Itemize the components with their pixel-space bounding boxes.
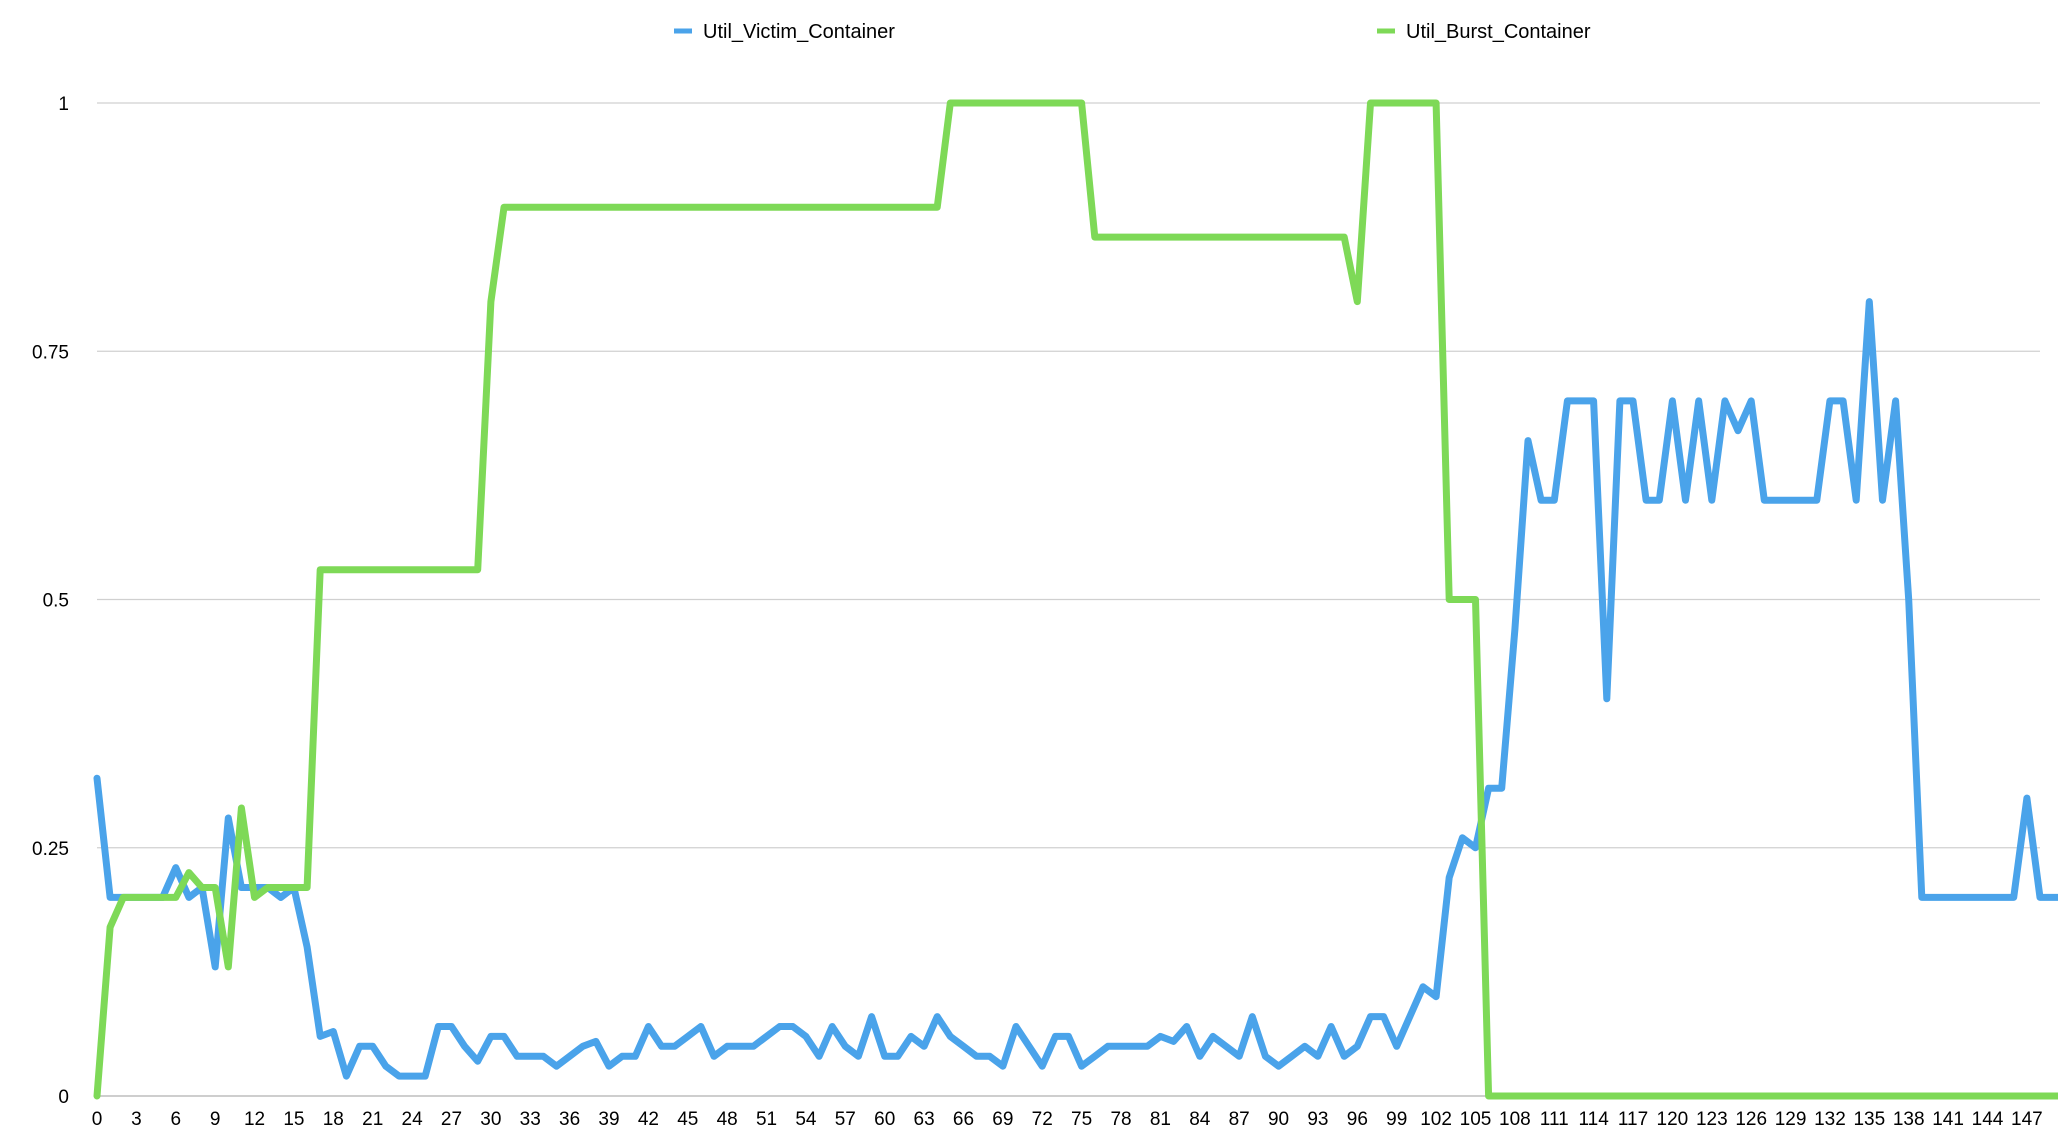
x-tick-label: 60 (874, 1109, 895, 1130)
series-line-victim (93, 298, 2058, 1080)
x-tick-label: 24 (402, 1109, 424, 1130)
x-tick-label: 57 (835, 1109, 856, 1130)
x-tick-label: 87 (1229, 1109, 1250, 1130)
x-tick-label: 108 (1499, 1109, 1531, 1130)
legend-item-victim[interactable]: Util_Victim_Container (674, 21, 895, 43)
x-tick-label: 36 (559, 1109, 580, 1130)
x-tick-label: 30 (480, 1109, 501, 1130)
x-tick-label: 15 (283, 1109, 304, 1130)
x-tick-label: 69 (992, 1109, 1013, 1130)
x-tick-label: 81 (1150, 1109, 1171, 1130)
legend-item-burst[interactable]: Util_Burst_Container (1377, 21, 1591, 43)
x-tick-label: 123 (1696, 1109, 1728, 1130)
x-tick-label: 138 (1893, 1109, 1925, 1130)
series-line-burst (93, 99, 2058, 1100)
x-tick-label: 66 (953, 1109, 974, 1130)
x-tick-label: 135 (1853, 1109, 1885, 1130)
x-tick-label: 132 (1814, 1109, 1846, 1130)
x-tick-label: 126 (1735, 1109, 1767, 1130)
x-tick-label: 6 (170, 1109, 181, 1130)
legend-label-burst: Util_Burst_Container (1406, 21, 1591, 43)
x-tick-label: 33 (520, 1109, 541, 1130)
x-tick-label: 99 (1386, 1109, 1407, 1130)
legend: Util_Victim_Container Util_Burst_Contain… (674, 21, 1591, 43)
series-lines (93, 99, 2058, 1100)
x-tick-label: 42 (638, 1109, 659, 1130)
x-tick-label: 114 (1578, 1109, 1609, 1130)
x-tick-label: 147 (2011, 1109, 2043, 1130)
gridlines (97, 102, 2040, 1097)
x-tick-label: 21 (362, 1109, 383, 1130)
x-tick-label: 141 (1932, 1109, 1964, 1130)
y-axis-ticks: 0 0.25 0.5 0.75 1 (32, 94, 69, 1108)
x-tick-label: 72 (1032, 1109, 1053, 1130)
x-axis-ticks: 0 3 6 9 12 15 18 21 24 27 30 33 36 39 42 45 48 51 54 57 60 63… (92, 1109, 2043, 1130)
x-tick-label: 3 (131, 1109, 142, 1130)
x-tick-label: 18 (323, 1109, 344, 1130)
legend-label-victim: Util_Victim_Container (703, 21, 895, 43)
x-tick-label: 54 (795, 1109, 817, 1130)
x-tick-label: 12 (244, 1109, 265, 1130)
y-tick-label: 0.75 (32, 342, 69, 363)
x-tick-label: 105 (1460, 1109, 1492, 1130)
y-tick-label: 0.25 (32, 839, 69, 860)
x-tick-label: 144 (1972, 1109, 2004, 1130)
x-tick-label: 111 (1540, 1109, 1569, 1130)
y-tick-label: 0 (58, 1087, 69, 1108)
x-tick-label: 120 (1657, 1109, 1689, 1130)
x-tick-label: 45 (677, 1109, 698, 1130)
x-tick-label: 90 (1268, 1109, 1289, 1130)
x-tick-label: 78 (1110, 1109, 1131, 1130)
y-tick-label: 1 (58, 94, 69, 115)
x-tick-label: 48 (717, 1109, 738, 1130)
x-tick-label: 51 (756, 1109, 777, 1130)
x-tick-label: 93 (1307, 1109, 1328, 1130)
x-tick-label: 27 (441, 1109, 462, 1130)
x-tick-label: 39 (598, 1109, 619, 1130)
x-tick-label: 96 (1347, 1109, 1368, 1130)
x-tick-label: 0 (92, 1109, 103, 1130)
x-tick-label: 102 (1420, 1109, 1452, 1130)
x-tick-label: 75 (1071, 1109, 1092, 1130)
y-tick-label: 0.5 (43, 591, 69, 612)
x-tick-label: 129 (1775, 1109, 1807, 1130)
x-tick-label: 117 (1618, 1109, 1648, 1130)
x-tick-label: 63 (914, 1109, 935, 1130)
x-tick-label: 84 (1189, 1109, 1211, 1130)
x-tick-label: 9 (210, 1109, 221, 1130)
